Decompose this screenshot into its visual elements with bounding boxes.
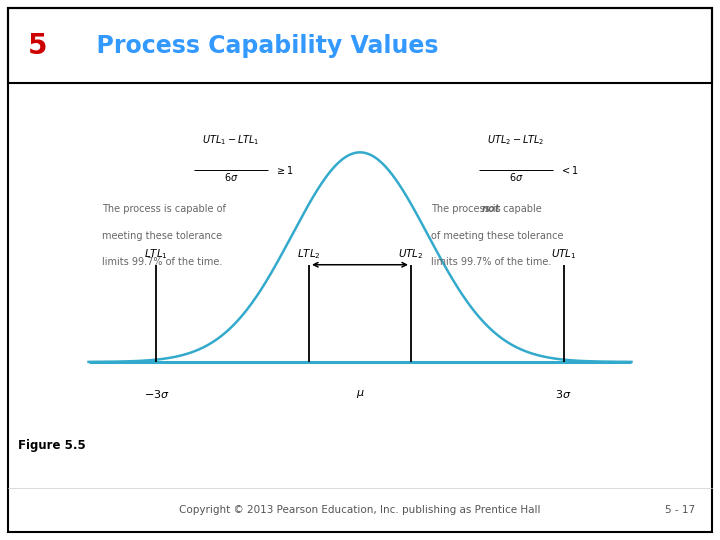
Text: $UTL_2-LTL_2$: $UTL_2-LTL_2$ (487, 133, 545, 146)
Text: meeting these tolerance: meeting these tolerance (102, 231, 222, 241)
Text: $UTL_2$: $UTL_2$ (398, 247, 423, 260)
Text: The process is: The process is (431, 204, 504, 214)
Text: $\mu$: $\mu$ (356, 388, 364, 400)
Bar (8, 8, 712, 83)
Text: 5 - 17: 5 - 17 (665, 505, 695, 515)
Text: Process Capability Values: Process Capability Values (80, 34, 438, 58)
Text: capable: capable (500, 204, 542, 214)
Text: 5: 5 (28, 32, 48, 60)
Text: The process is capable of: The process is capable of (102, 204, 226, 214)
Text: $< 1$: $< 1$ (560, 164, 580, 176)
Text: $UTL_1-LTL_1$: $UTL_1-LTL_1$ (202, 133, 260, 146)
Text: $6\sigma$: $6\sigma$ (224, 171, 238, 183)
Text: $UTL_1$: $UTL_1$ (551, 247, 577, 260)
Text: Copyright © 2013 Pearson Education, Inc. publishing as Prentice Hall: Copyright © 2013 Pearson Education, Inc.… (179, 505, 541, 515)
Text: $\geq 1$: $\geq 1$ (275, 164, 294, 176)
Text: $-3\sigma$: $-3\sigma$ (143, 388, 169, 400)
Text: $LTL_1$: $LTL_1$ (145, 247, 168, 260)
Text: Figure 5.5: Figure 5.5 (18, 438, 86, 451)
Text: $LTL_2$: $LTL_2$ (297, 247, 321, 260)
Text: of meeting these tolerance: of meeting these tolerance (431, 231, 564, 241)
Text: $3\sigma$: $3\sigma$ (555, 388, 572, 400)
Text: $6\sigma$: $6\sigma$ (509, 171, 523, 183)
Text: not: not (482, 204, 500, 214)
Text: limits 99.7% of the time.: limits 99.7% of the time. (431, 257, 552, 267)
Text: limits 99.7% of the time.: limits 99.7% of the time. (102, 257, 222, 267)
